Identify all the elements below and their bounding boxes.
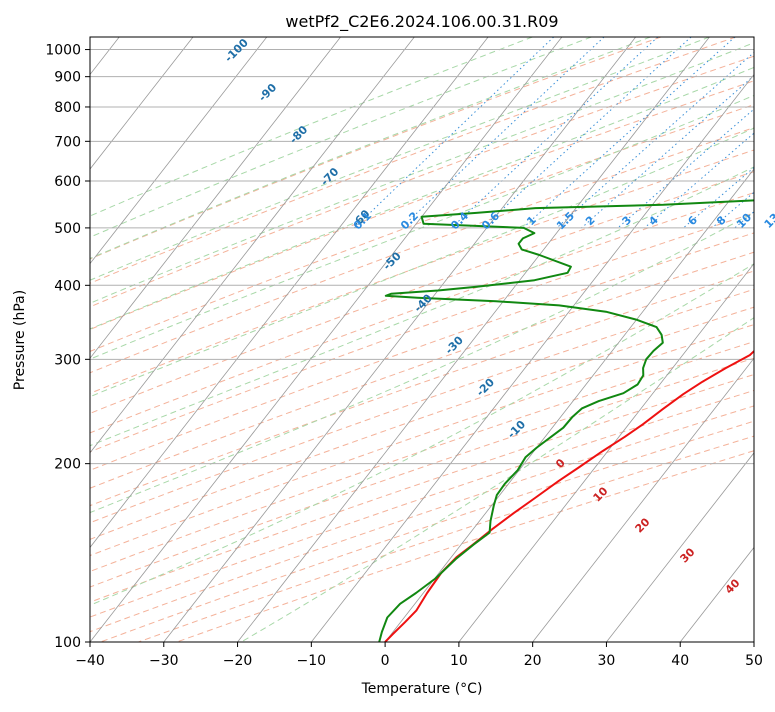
y-tick-label: 1000: [45, 43, 81, 59]
x-tick-label: 0: [381, 653, 390, 669]
x-tick-label: 20: [524, 653, 542, 669]
x-tick-label: 10: [450, 653, 468, 669]
y-tick-label: 200: [54, 457, 81, 473]
y-tick-label: 400: [54, 278, 81, 294]
x-tick-label: −10: [297, 653, 327, 669]
chart-title: wetPf2_C2E6.2024.106.00.31.R09: [285, 12, 558, 32]
y-tick-label: 500: [54, 221, 81, 237]
y-tick-label: 800: [54, 100, 81, 116]
x-tick-label: 40: [671, 653, 689, 669]
y-tick-label: 100: [54, 635, 81, 651]
x-tick-label: −20: [223, 653, 253, 669]
y-tick-label: 700: [54, 134, 81, 150]
x-tick-label: −40: [75, 653, 105, 669]
y-tick-label: 900: [54, 70, 81, 86]
y-tick-label: 300: [54, 352, 81, 368]
x-tick-label: 30: [598, 653, 616, 669]
x-tick-label: 50: [745, 653, 763, 669]
x-tick-label: −30: [149, 653, 179, 669]
y-tick-label: 600: [54, 174, 81, 190]
x-axis-title: Temperature (°C): [361, 681, 483, 697]
y-axis-title: Pressure (hPa): [12, 290, 28, 390]
